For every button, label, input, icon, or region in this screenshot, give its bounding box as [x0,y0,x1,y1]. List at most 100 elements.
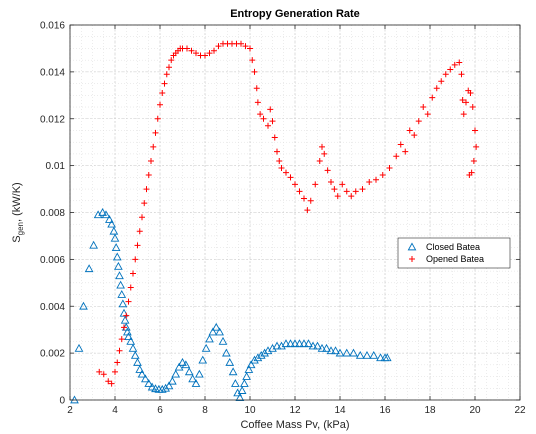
closed-batea-point [130,350,140,359]
opened-batea-point [215,43,222,50]
closed-batea-point [101,210,111,219]
y-label-units: , (kW/K) [11,182,23,222]
opened-batea-point [283,169,289,176]
closed-batea-point [240,379,249,387]
closed-batea-point [272,341,282,350]
closed-batea-point [133,357,142,366]
closed-batea-point [228,367,238,376]
legend-marker-closed-batea [407,242,417,251]
opened-batea-point [415,118,422,125]
closed-batea-point [195,369,204,378]
closed-batea-point [205,334,214,343]
opened-batea-point [269,118,276,125]
closed-batea-point [211,322,221,331]
closed-batea-point [164,381,174,390]
y-tick-label: 0.016 [40,21,65,32]
x-tick-label: 10 [244,405,256,416]
closed-batea-point [112,252,122,261]
closed-batea-point [290,339,300,348]
opened-batea-point [287,174,294,181]
opened-batea-point [469,104,476,111]
opened-batea-point [366,179,373,186]
closed-batea-point [215,327,224,336]
opened-batea-point [253,85,260,92]
closed-batea-point [120,315,130,324]
closed-batea-point [109,226,119,235]
y-tick-label: 0 [59,396,65,407]
opened-batea-point [433,85,440,92]
opened-batea-point [429,94,436,101]
closed-batea-point [184,367,194,376]
opened-batea-point [397,141,404,148]
opened-batea-point [328,179,334,186]
opened-batea-point [152,129,159,136]
legend-label: Closed Batea [426,242,480,252]
opened-batea-point [386,164,393,171]
closed-batea-point [188,374,197,383]
opened-batea-point [108,380,115,387]
y-label-main: S [11,235,23,242]
opened-batea-point [271,134,278,141]
closed-batea-point [342,348,352,357]
opened-batea-point [312,181,319,188]
opened-batea-point [150,143,157,150]
opened-batea-point [373,176,379,183]
axis-ticks: 2 4 6 8 10 12 14 16 18 20 22 0 0.002 0.004 0.006 0.008 0… [40,21,526,417]
x-tick-label: 12 [289,405,301,416]
opened-batea-point [112,368,118,375]
opened-batea-point [247,45,253,52]
closed-batea-point [362,350,372,359]
closed-batea-point [174,362,184,371]
opened-batea-point [161,80,168,87]
closed-batea-point [231,379,240,387]
opened-batea-point [242,43,249,50]
opened-batea-point [301,195,307,202]
opened-batea-point [166,64,172,71]
closed-batea-point [117,290,127,298]
y-label-subscript: gen [16,222,25,235]
opened-batea-point [265,122,271,129]
closed-batea-point [235,393,245,401]
opened-batea-point [206,50,213,57]
opened-batea-point [352,188,359,195]
opened-batea-point [130,270,136,277]
closed-batea-point [84,264,94,273]
opened-batea-point [121,324,127,331]
closed-batea-point [326,346,336,355]
closed-batea-point [218,336,228,345]
closed-batea-point [244,365,254,373]
y-tick-label: 0.012 [40,114,65,125]
legend-marker-opened-batea [409,256,415,262]
x-tick-label: 16 [379,405,391,416]
closed-batea-point [376,353,385,362]
opened-batea-point [473,143,480,150]
opened-batea-point [442,71,449,78]
closed-batea-point [124,332,133,341]
closed-batea-point [181,360,191,369]
chart-title: Entropy Generation Rate [230,8,360,20]
opened-batea-point [296,188,303,195]
opened-batea-point [467,89,474,96]
opened-batea-point [304,207,311,214]
opened-batea-point [331,186,338,193]
opened-batea-point [134,242,141,249]
opened-batea-point [159,89,166,96]
opened-batea-point [393,153,400,160]
y-tick-label: 0.004 [40,302,65,313]
closed-batea-point [225,357,235,366]
closed-batea-point [355,350,365,359]
opened-batea-point [463,99,469,106]
closed-batea-point [313,341,322,350]
opened-batea-point [406,127,413,134]
closed-batea-point [237,386,247,394]
closed-batea-point [137,369,147,378]
closed-batea-point [135,365,145,373]
opened-batea-point [105,378,112,385]
opened-batea-point [168,57,175,64]
opened-batea-point [451,61,458,68]
opened-batea-point [139,214,145,221]
opened-batea-point [447,66,454,73]
closed-batea-point [144,379,154,387]
closed-batea-point [335,348,345,357]
opened-batea-point [202,52,208,59]
